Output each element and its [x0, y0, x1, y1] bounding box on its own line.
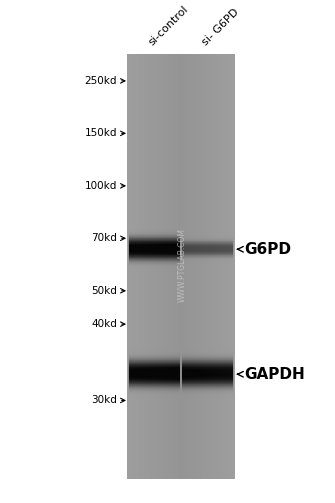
- Text: si-control: si-control: [147, 4, 191, 47]
- Text: 150kd: 150kd: [85, 128, 117, 138]
- Text: G6PD: G6PD: [245, 242, 291, 257]
- Text: 50kd: 50kd: [91, 286, 117, 296]
- Text: 250kd: 250kd: [85, 76, 117, 86]
- Text: WWW.PTGLAB.COM: WWW.PTGLAB.COM: [178, 227, 187, 301]
- Text: 40kd: 40kd: [91, 319, 117, 329]
- Text: 30kd: 30kd: [91, 395, 117, 405]
- Text: si- G6PD: si- G6PD: [200, 7, 241, 47]
- Text: 100kd: 100kd: [85, 181, 117, 191]
- Text: GAPDH: GAPDH: [245, 367, 305, 382]
- Text: 70kd: 70kd: [91, 233, 117, 243]
